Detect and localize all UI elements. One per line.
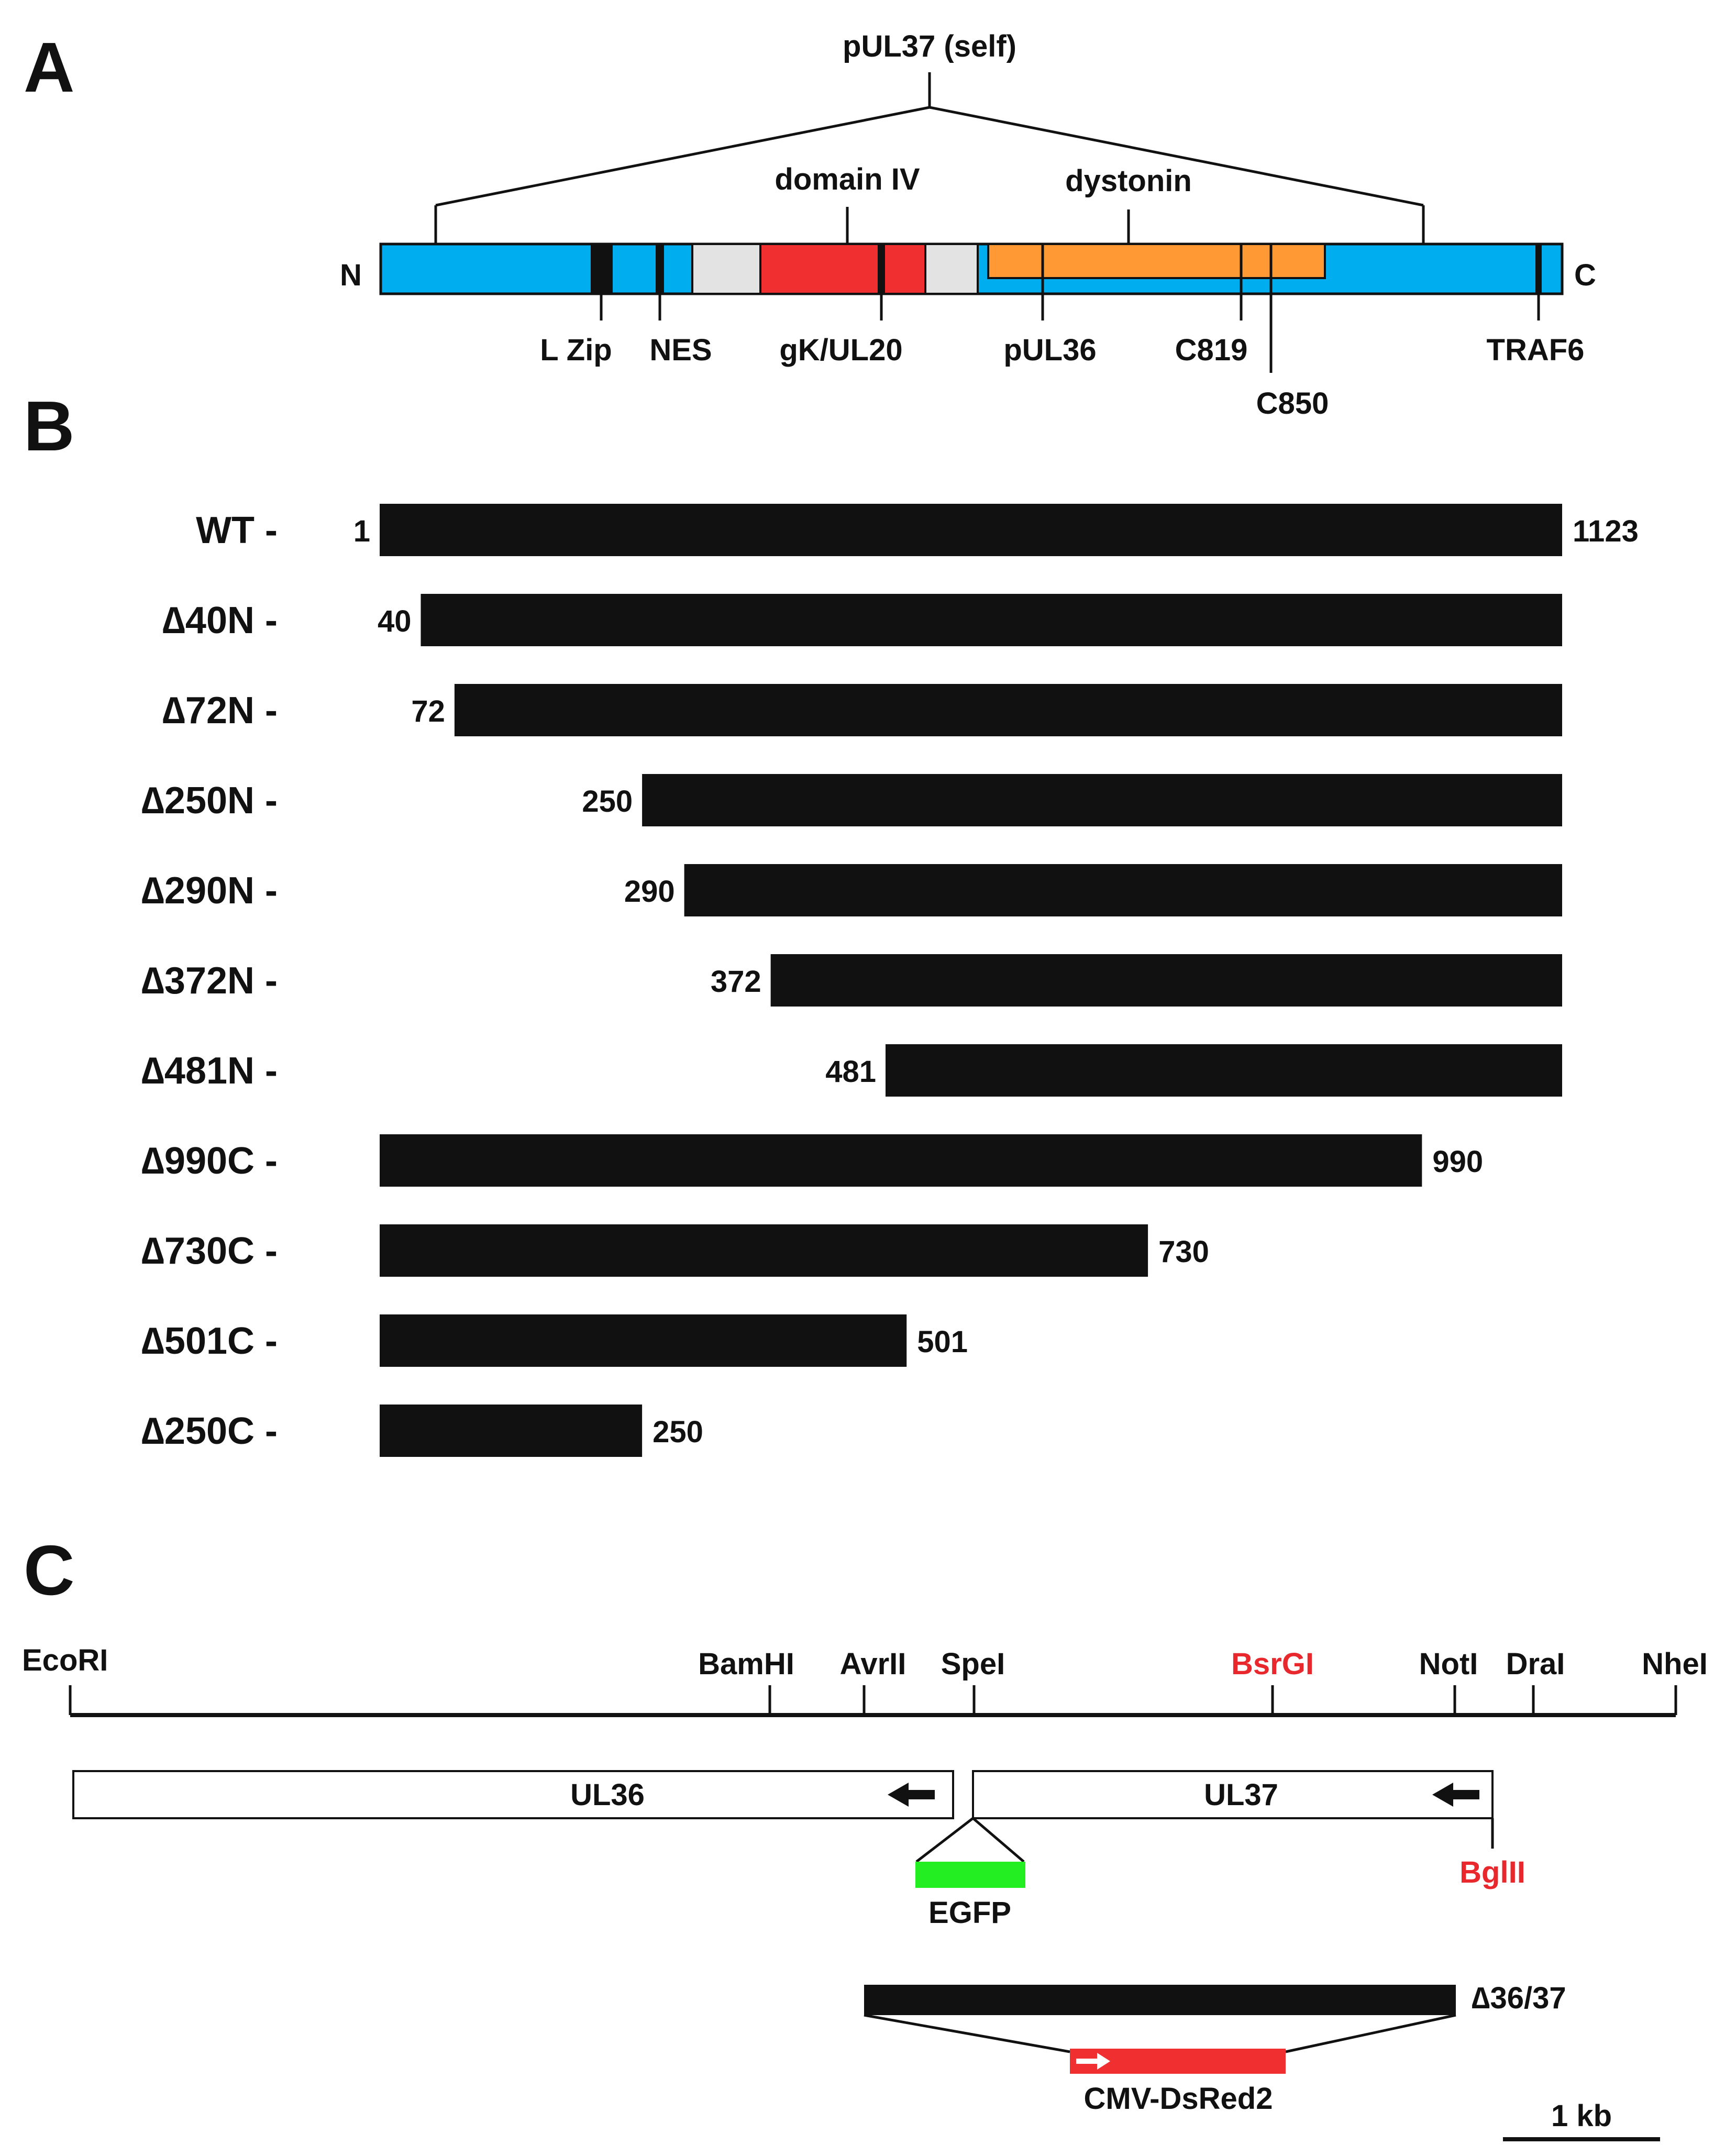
ul37-direction-arrow-icon: [1432, 1783, 1479, 1807]
panel-a-letter: A: [24, 28, 75, 107]
motif-label-pul36: pUL36: [1003, 333, 1096, 367]
egfp-label: EGFP: [928, 1896, 1011, 1930]
construct-bar: [885, 1044, 1562, 1097]
construct-start-label: 1: [353, 514, 370, 548]
construct-name: WT -: [196, 510, 278, 551]
construct-end-label: 990: [1432, 1145, 1483, 1179]
cmv-promoter-arrow-icon: [1076, 2053, 1110, 2070]
construct-name: ∆730C -: [141, 1230, 278, 1272]
nes-mark: [656, 244, 664, 294]
deletion-36-37-label: ∆36/37: [1472, 1981, 1566, 2015]
motif-label-gk-ul20: gK/UL20: [779, 333, 902, 367]
construct-bar: [380, 1314, 907, 1367]
site-label-noti: NotI: [1419, 1647, 1478, 1681]
domain-iv-label: domain IV: [775, 162, 920, 196]
construct-name: ∆372N -: [141, 960, 278, 1002]
site-label-nhei: NheI: [1642, 1647, 1708, 1681]
site-label-bamhi: BamHI: [698, 1647, 794, 1681]
motif-label-c819: C819: [1175, 333, 1248, 367]
construct-bar: [380, 1134, 1422, 1187]
construct-end-label: 250: [653, 1415, 703, 1449]
deletion-36-37-bar: [864, 1985, 1456, 2015]
panel-b-letter: B: [24, 386, 75, 466]
cmv-dsred2-label: CMV-DsRed2: [1084, 2082, 1273, 2116]
ul37-label: UL37: [1204, 1778, 1278, 1812]
construct-start-label: 372: [711, 965, 761, 999]
gk-ul20-mark: [878, 244, 885, 294]
site-label-avrii: AvrII: [840, 1647, 906, 1681]
construct-start-label: 72: [411, 694, 445, 728]
dystonin-label: dystonin: [1065, 164, 1192, 198]
construct-bar: [421, 594, 1563, 646]
construct-name: ∆40N -: [162, 600, 278, 642]
motif-label-nes: NES: [649, 333, 712, 367]
truncation-constructs: WT - 1 1123 ∆40N - 40 ∆72N - 72 ∆250N - 250 ∆290N…: [141, 504, 1639, 1457]
construct-bar: [454, 684, 1562, 736]
dsred-insert-left: [864, 2014, 1070, 2053]
self-bracket-right: [929, 106, 1424, 207]
egfp-insert-right: [972, 1817, 1025, 1863]
construct-start-label: 250: [582, 784, 633, 819]
egfp-insert-left: [915, 1817, 974, 1863]
dsred-insert-right: [1285, 2014, 1456, 2053]
construct-bar: [770, 954, 1562, 1007]
construct-start-label: 481: [825, 1055, 876, 1089]
construct-name: ∆72N -: [162, 690, 278, 732]
construct-start-label: 290: [624, 875, 675, 909]
ul37-gene-box: [972, 1770, 1494, 1819]
construct-name: ∆290N -: [141, 870, 278, 912]
construct-end-label: 730: [1158, 1235, 1209, 1269]
motif-label-c850: C850: [1256, 386, 1329, 421]
construct-bar: [642, 774, 1562, 826]
construct-name: ∆250N -: [141, 780, 278, 822]
ul36-gene-box: [72, 1770, 954, 1819]
scale-bar-label: 1 kb: [1551, 2099, 1612, 2133]
ul36-direction-arrow-icon: [888, 1783, 935, 1807]
grey-region-left: [691, 243, 761, 295]
domain-iv-region: [759, 243, 926, 295]
motif-label-traf6: TRAF6: [1487, 333, 1585, 367]
construct-end-label: 1123: [1573, 514, 1639, 548]
site-label-drai: DraI: [1506, 1647, 1565, 1681]
dystonin-binding-region: [987, 243, 1326, 279]
panel-c-letter: C: [24, 1531, 75, 1610]
ul36-label: UL36: [570, 1778, 645, 1812]
grey-region-right: [924, 243, 979, 295]
self-interaction-label: pUL37 (self): [843, 29, 1016, 63]
egfp-box: [915, 1862, 1025, 1888]
construct-name: ∆250C -: [141, 1410, 278, 1452]
traf6-mark: [1535, 244, 1542, 294]
motif-label-l-zip: L Zip: [540, 333, 612, 367]
self-bracket-left: [435, 106, 930, 207]
n-terminus-label: N: [340, 258, 362, 292]
leucine-zipper-mark: [591, 244, 613, 294]
c-terminus-label: C: [1574, 258, 1596, 292]
site-label-ecori: EcoRI: [22, 1643, 108, 1677]
construct-name: ∆501C -: [141, 1320, 278, 1362]
construct-bar: [380, 1405, 643, 1457]
site-label-bsrgi: BsrGI: [1231, 1647, 1314, 1681]
construct-name: ∆481N -: [141, 1050, 278, 1092]
construct-bar: [380, 504, 1562, 556]
construct-start-label: 40: [378, 604, 412, 638]
construct-name: ∆990C -: [141, 1140, 278, 1182]
construct-end-label: 501: [917, 1325, 968, 1359]
bglii-label: BglII: [1459, 1855, 1525, 1889]
site-label-spei: SpeI: [941, 1647, 1005, 1681]
construct-bar: [684, 864, 1562, 916]
construct-bar: [380, 1224, 1148, 1277]
